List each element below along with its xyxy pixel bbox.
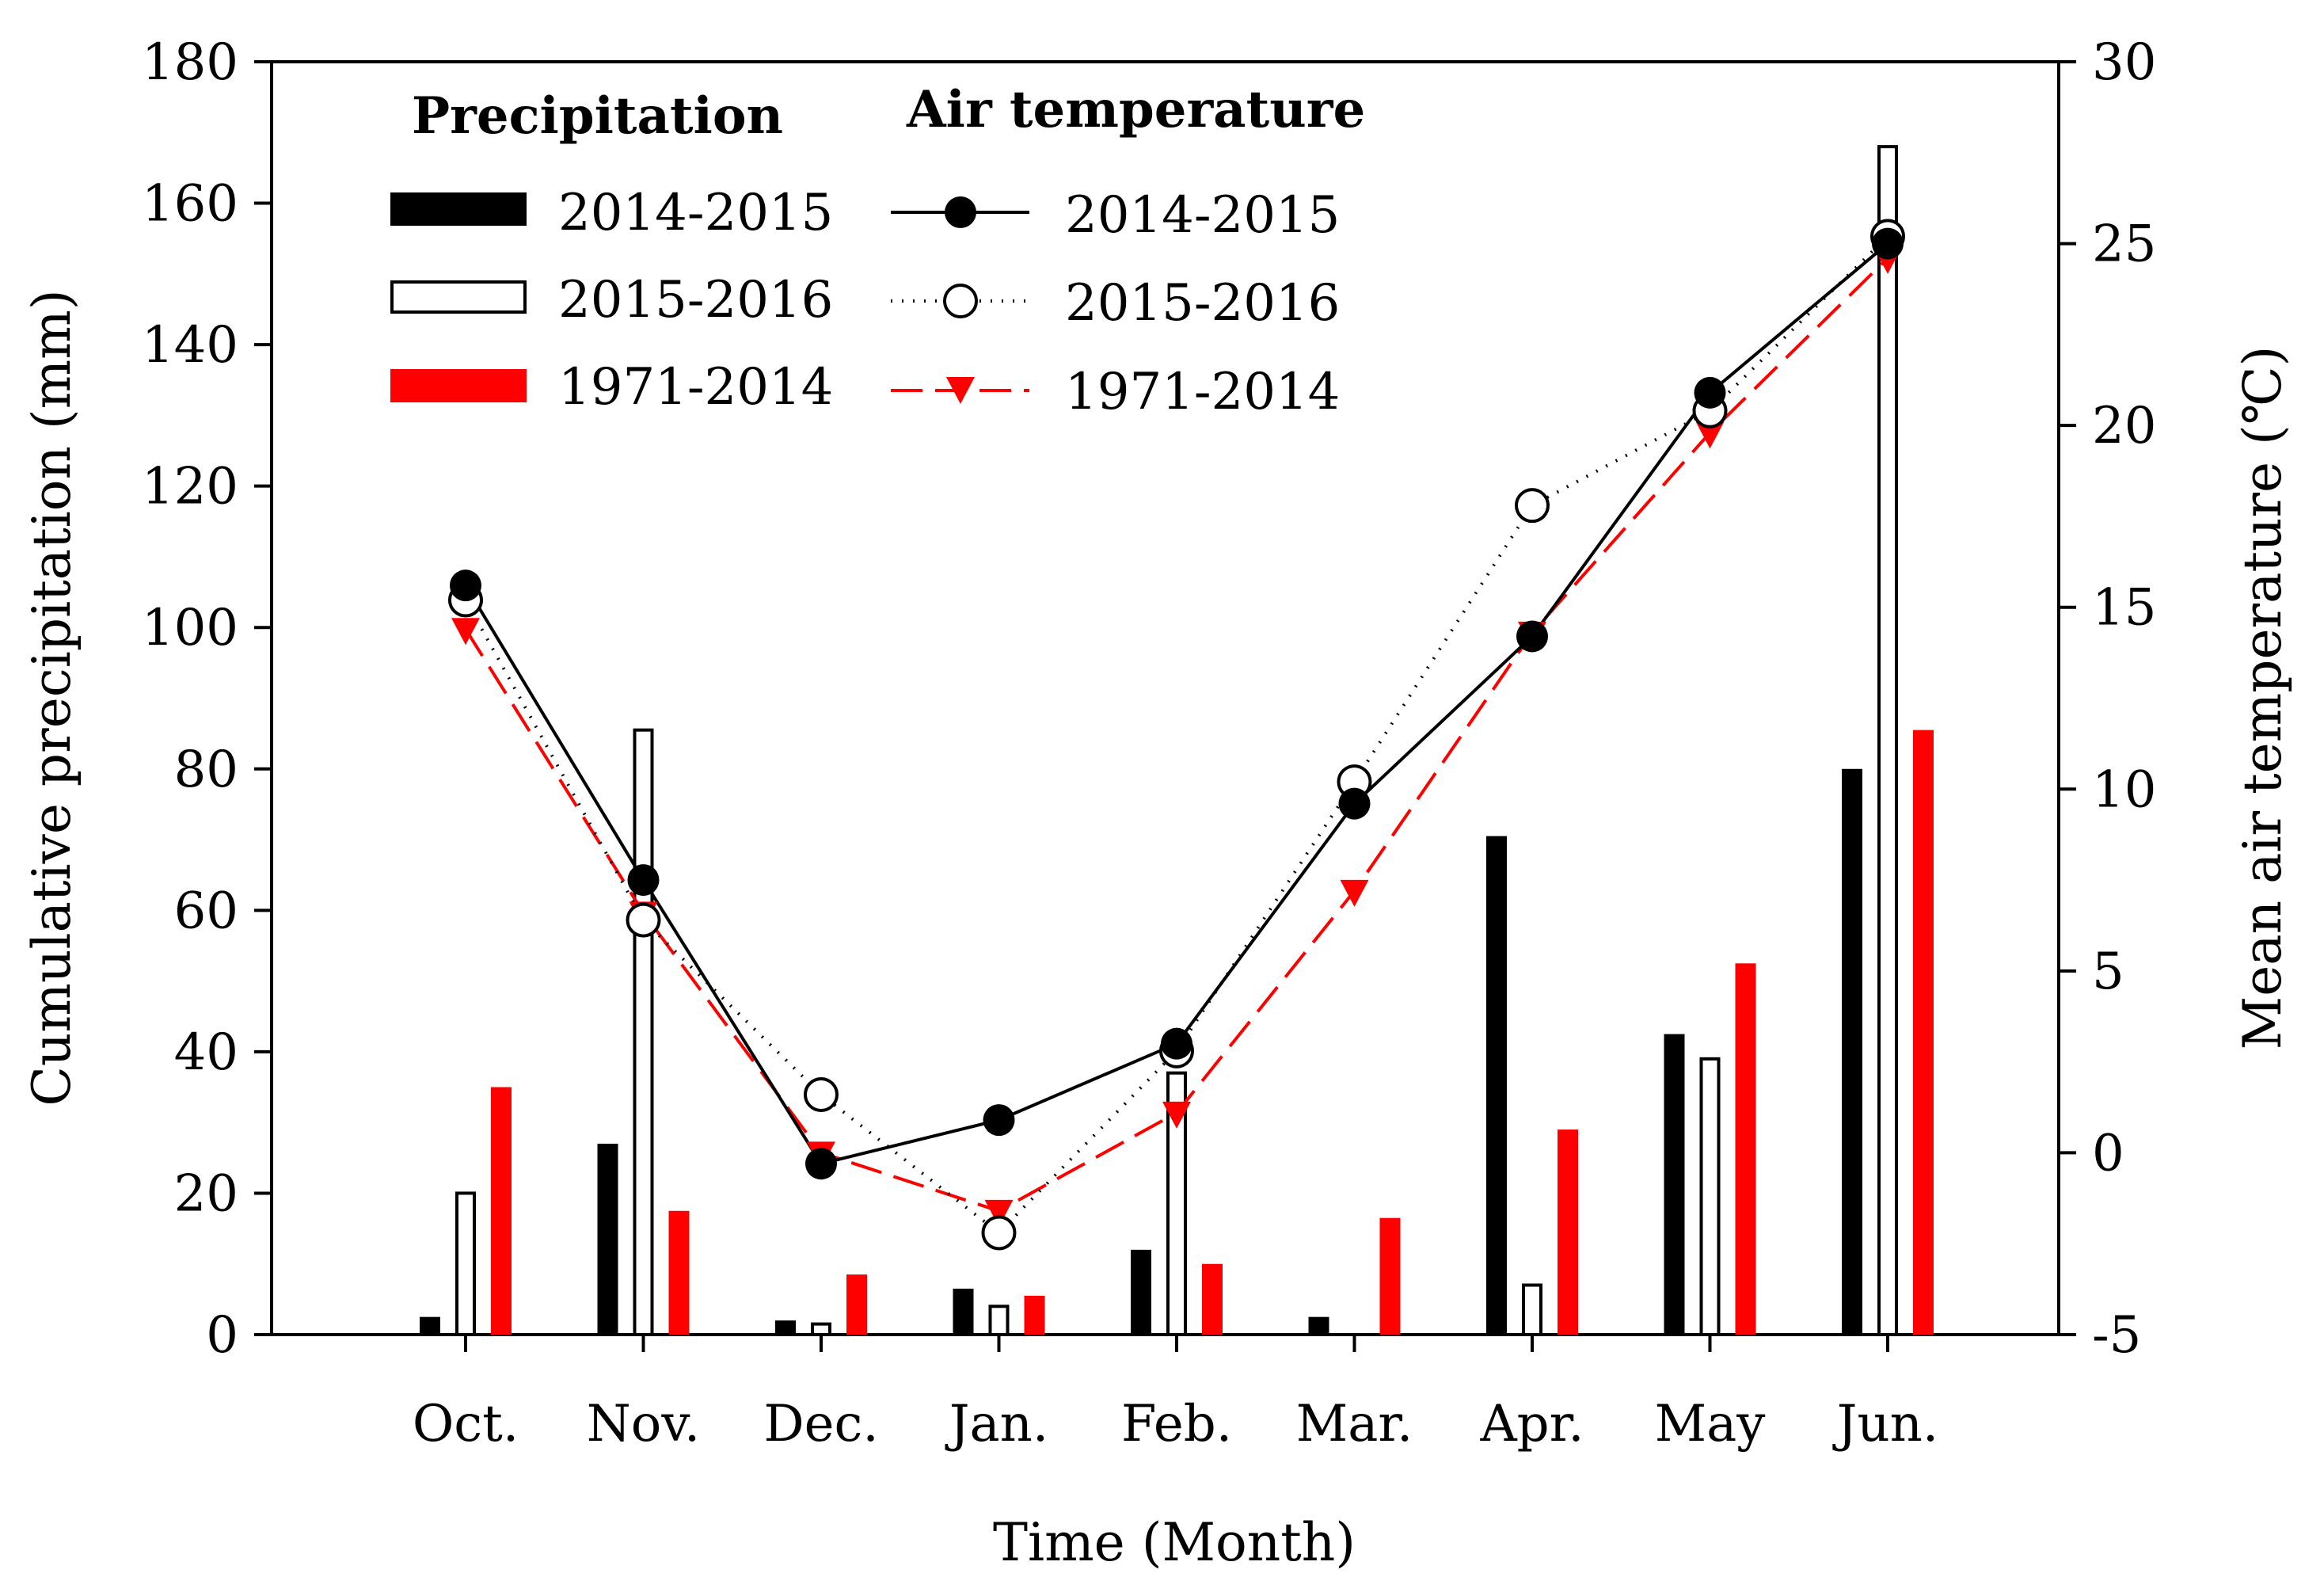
temp-point-2014-2015 [1872, 227, 1904, 260]
bar-2014-2015 [1308, 1316, 1329, 1335]
temp-point-2014-2015 [627, 864, 660, 897]
x-tick-label: Oct. [413, 1395, 519, 1453]
legend-precip-label-2014-2015: 2014-2015 [558, 184, 833, 242]
temp-point-2014-2015 [805, 1148, 837, 1180]
left-tick-label: 140 [142, 316, 238, 375]
temp-point-1971-2014 [1340, 879, 1369, 907]
legend-precip-title: Precipitation [412, 86, 783, 146]
right-axis-ticks: -5 0 5 10 15 20 25 30 [2059, 33, 2156, 1365]
bar-2014-2015 [775, 1320, 796, 1335]
x-tick-label: Feb. [1121, 1395, 1232, 1453]
temp-point-2014-2015 [1694, 376, 1726, 409]
legend: Precipitation Air temperature 2014-2015 … [390, 80, 1365, 421]
left-tick-label: 60 [174, 882, 238, 940]
x-tick-label: Dec. [763, 1395, 878, 1453]
bar-1971-2014 [1024, 1295, 1045, 1335]
legend-precip-swatch-1971-2014 [390, 369, 527, 402]
legend-temp-marker-2015-2016 [943, 284, 978, 318]
x-tick-label: Nov. [587, 1395, 700, 1453]
plot-frame [270, 60, 2060, 1336]
right-tick-label: 20 [2092, 397, 2156, 455]
bar-2015-2016 [1877, 145, 1898, 1337]
legend-precip-swatch-2014-2015 [390, 192, 527, 226]
left-tick-label: 160 [142, 175, 238, 234]
bar-2015-2016 [811, 1322, 831, 1336]
left-tick-label: 80 [174, 741, 238, 799]
left-tick-label: 0 [206, 1306, 238, 1365]
bar-1971-2014 [1202, 1263, 1223, 1335]
left-tick-label: 100 [142, 599, 238, 657]
bar-2014-2015 [420, 1316, 440, 1335]
x-tick-label: Jan. [945, 1395, 1048, 1453]
x-tick-label: Jun. [1832, 1395, 1938, 1453]
temp-point-2015-2016 [1515, 488, 1550, 524]
bar-2015-2016 [988, 1305, 1010, 1337]
temp-point-1971-2014 [1695, 421, 1725, 449]
left-tick-label: 20 [174, 1164, 238, 1223]
bar-1971-2014 [1379, 1217, 1401, 1335]
right-tick-label: 0 [2092, 1124, 2124, 1183]
temp-point-2014-2015 [983, 1104, 1015, 1137]
left-axis-ticks: 0 20 40 60 80 100 120 140 160 180 [142, 33, 272, 1365]
temp-point-2014-2015 [450, 569, 481, 602]
bar-1971-2014 [491, 1087, 512, 1335]
bar-2015-2016 [455, 1191, 476, 1337]
bar-1971-2014 [1558, 1129, 1578, 1335]
y-axis-right-title: Mean air temperature (℃) [2232, 346, 2293, 1050]
bar-2015-2016 [1699, 1057, 1721, 1336]
bar-1971-2014 [668, 1210, 690, 1335]
right-tick-label: 30 [2092, 33, 2156, 92]
x-axis-ticks: Oct. Nov. Dec. Jan. Feb. Mar. Apr. May Jun. [413, 1335, 1938, 1453]
temp-point-1971-2014 [1162, 1101, 1191, 1129]
legend-precip-swatch-2015-2016 [390, 280, 527, 314]
y-axis-left-title: Cumulative precipitation (mm) [21, 289, 82, 1106]
legend-temp-title: Air temperature [906, 80, 1365, 139]
legend-precip-label-2015-2016: 2015-2016 [558, 271, 833, 329]
temp-point-2015-2016 [626, 902, 661, 938]
x-tick-label: Apr. [1479, 1395, 1584, 1453]
x-tick-label: May [1655, 1395, 1766, 1453]
bar-2014-2015 [1842, 768, 1862, 1335]
legend-precip-label-1971-2014: 1971-2014 [558, 358, 833, 417]
right-tick-label: 10 [2092, 760, 2156, 819]
bar-1971-2014 [846, 1274, 867, 1335]
bar-2014-2015 [1664, 1034, 1685, 1335]
right-tick-label: -5 [2092, 1306, 2141, 1365]
right-tick-label: 5 [2092, 943, 2124, 1001]
bar-1971-2014 [1913, 729, 1934, 1335]
right-tick-label: 15 [2092, 579, 2156, 638]
temp-point-2015-2016 [804, 1076, 839, 1112]
line-series-group [448, 219, 1905, 1251]
bar-2014-2015 [597, 1143, 618, 1335]
temp-point-1971-2014 [451, 618, 480, 646]
right-tick-label: 25 [2092, 215, 2156, 274]
legend-temp-marker-1971-2014 [946, 377, 975, 404]
legend-temp-label-1971-2014: 1971-2014 [1065, 363, 1340, 421]
bar-series-group [420, 145, 1934, 1337]
left-tick-label: 40 [174, 1023, 238, 1082]
temp-point-1971-2014 [984, 1199, 1014, 1227]
temp-point-2014-2015 [1516, 620, 1548, 653]
bar-2015-2016 [1166, 1071, 1187, 1337]
bar-1971-2014 [1735, 963, 1756, 1335]
bar-2015-2016 [633, 728, 654, 1336]
bar-2014-2015 [1131, 1249, 1151, 1335]
x-axis-title: Time (Month) [993, 1512, 1356, 1573]
legend-temp-label-2015-2016: 2015-2016 [1065, 274, 1340, 333]
left-tick-label: 120 [142, 458, 238, 516]
legend-temp-label-2014-2015: 2014-2015 [1065, 186, 1340, 245]
temp-point-2015-2016 [981, 1215, 1017, 1251]
bar-2014-2015 [1486, 836, 1507, 1335]
bar-2014-2015 [953, 1288, 974, 1335]
x-tick-label: Mar. [1296, 1395, 1413, 1453]
legend-temp-marker-2014-2015 [945, 196, 976, 228]
bar-2015-2016 [1522, 1283, 1542, 1337]
left-tick-label: 180 [142, 33, 238, 92]
temp-point-2014-2015 [1338, 787, 1371, 820]
temp-point-2014-2015 [1161, 1027, 1192, 1060]
